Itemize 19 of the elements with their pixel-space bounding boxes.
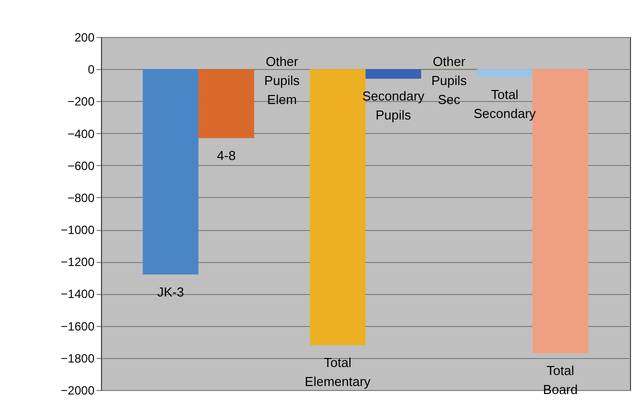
y-tick-label: −600: [67, 158, 95, 173]
y-tick-label: −1400: [60, 287, 95, 302]
x-tick-label: Other Pupils Sec: [431, 54, 468, 108]
y-tick-label: −400: [67, 126, 95, 141]
y-tick-label: −200: [67, 94, 95, 109]
x-tick-label: Total Elementary: [304, 355, 372, 390]
y-tick-label: −1000: [60, 223, 95, 238]
x-tick-label: 4-8: [216, 148, 236, 164]
x-tick-label: JK-3: [157, 284, 184, 300]
y-tick-label: −1600: [60, 319, 95, 334]
y-tick-label: −2000: [60, 384, 95, 398]
y-tick-label: 200: [74, 30, 95, 44]
x-tick-label: Total Board: [543, 363, 578, 398]
y-tick-label: −1200: [60, 255, 95, 270]
x-tick-label: Total Secondary: [474, 87, 536, 122]
y-tick-label: −800: [67, 190, 95, 205]
y-tick-label: 0: [88, 62, 95, 77]
x-tick-label: Other Pupils Elem: [264, 54, 300, 108]
y-tick-label: −1800: [60, 351, 95, 366]
